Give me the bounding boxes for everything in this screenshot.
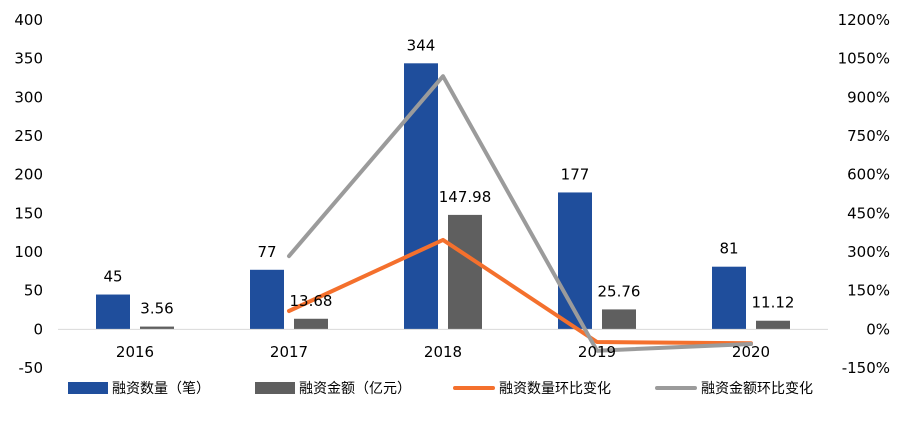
x-axis-tick-label: 2019 bbox=[578, 343, 616, 361]
x-axis-tick-label: 2017 bbox=[270, 343, 308, 361]
left-axis-tick-label: 150 bbox=[14, 204, 43, 222]
left-axis-tick-label: 250 bbox=[14, 127, 43, 145]
data-label-amount-2017: 13.68 bbox=[290, 292, 333, 310]
left-axis-tick-label: 0 bbox=[33, 320, 43, 338]
x-axis-ticks: 2016 2017 2018 2019 2020 bbox=[116, 343, 770, 361]
data-label-amount-2018: 147.98 bbox=[439, 188, 492, 206]
x-axis-tick-label: 2020 bbox=[732, 343, 770, 361]
data-label-count-2019: 177 bbox=[561, 165, 590, 183]
bar-count-2020 bbox=[712, 266, 746, 330]
legend-label: 融资数量环比变化 bbox=[499, 381, 611, 397]
bar-amount-2016 bbox=[140, 326, 174, 330]
data-label-amount-2019: 25.76 bbox=[598, 282, 641, 300]
left-axis-tick-label: 200 bbox=[14, 166, 43, 184]
bar-amount-2018 bbox=[448, 214, 482, 330]
right-axis-tick-label: 600% bbox=[847, 166, 890, 184]
right-axis-tick-label: 1050% bbox=[838, 50, 890, 68]
bars bbox=[96, 63, 790, 330]
left-axis-tick-label: 50 bbox=[24, 282, 43, 300]
legend-label: 融资金额（亿元） bbox=[299, 381, 411, 397]
right-axis-ticks: -150% 0% 150% 300% 450% 600% 750% 900% 1050% 1200… bbox=[838, 11, 890, 377]
data-label-amount-2020: 11.12 bbox=[752, 294, 795, 312]
right-axis-tick-label: 750% bbox=[847, 127, 890, 145]
left-axis-tick-label: 100 bbox=[14, 243, 43, 261]
bar-amount-2017 bbox=[294, 318, 328, 330]
legend-label: 融资金额环比变化 bbox=[701, 381, 813, 397]
data-label-count-2017: 77 bbox=[257, 243, 276, 261]
data-label-count-2020: 81 bbox=[719, 240, 738, 258]
lines bbox=[287, 74, 753, 353]
left-axis-tick-label: 400 bbox=[14, 11, 43, 29]
bar-amount-2020 bbox=[756, 320, 790, 330]
legend-swatch bbox=[68, 382, 108, 394]
right-axis-tick-label: 150% bbox=[847, 282, 890, 300]
legend: 融资数量（笔） 融资金额（亿元） 融资数量环比变化 融资金额环比变化 bbox=[68, 381, 813, 397]
right-axis-tick-label: 450% bbox=[847, 204, 890, 222]
bar-data-labels: 45 3.56 77 13.68 344 147.98 177 25.76 81 11.12 bbox=[103, 36, 794, 317]
right-axis-tick-label: 1200% bbox=[838, 11, 890, 29]
data-label-count-2016: 45 bbox=[103, 268, 122, 286]
right-axis-tick-label: 300% bbox=[847, 243, 890, 261]
bar-count-2019 bbox=[558, 192, 592, 330]
line-series-count-change bbox=[287, 237, 753, 346]
bar-count-2018 bbox=[404, 63, 438, 330]
left-axis-tick-label: 350 bbox=[14, 50, 43, 68]
bar-amount-2019 bbox=[602, 309, 636, 330]
line-series-amount-change bbox=[287, 74, 753, 353]
right-axis-tick-label: 900% bbox=[847, 88, 890, 106]
right-axis-tick-label: 0% bbox=[866, 320, 890, 338]
left-axis-tick-label: -50 bbox=[19, 359, 44, 377]
left-axis-tick-label: 300 bbox=[14, 88, 43, 106]
x-axis-tick-label: 2016 bbox=[116, 343, 154, 361]
right-axis-tick-label: -150% bbox=[842, 359, 890, 377]
bar-count-2017 bbox=[250, 269, 284, 330]
data-label-amount-2016: 3.56 bbox=[140, 300, 173, 318]
left-axis-ticks: -50 0 50 100 150 200 250 300 350 400 bbox=[14, 11, 43, 377]
legend-label: 融资数量（笔） bbox=[112, 381, 210, 397]
x-axis-tick-label: 2018 bbox=[424, 343, 462, 361]
data-label-count-2018: 344 bbox=[407, 36, 436, 54]
legend-swatch bbox=[255, 382, 295, 394]
bar-count-2016 bbox=[96, 294, 130, 330]
